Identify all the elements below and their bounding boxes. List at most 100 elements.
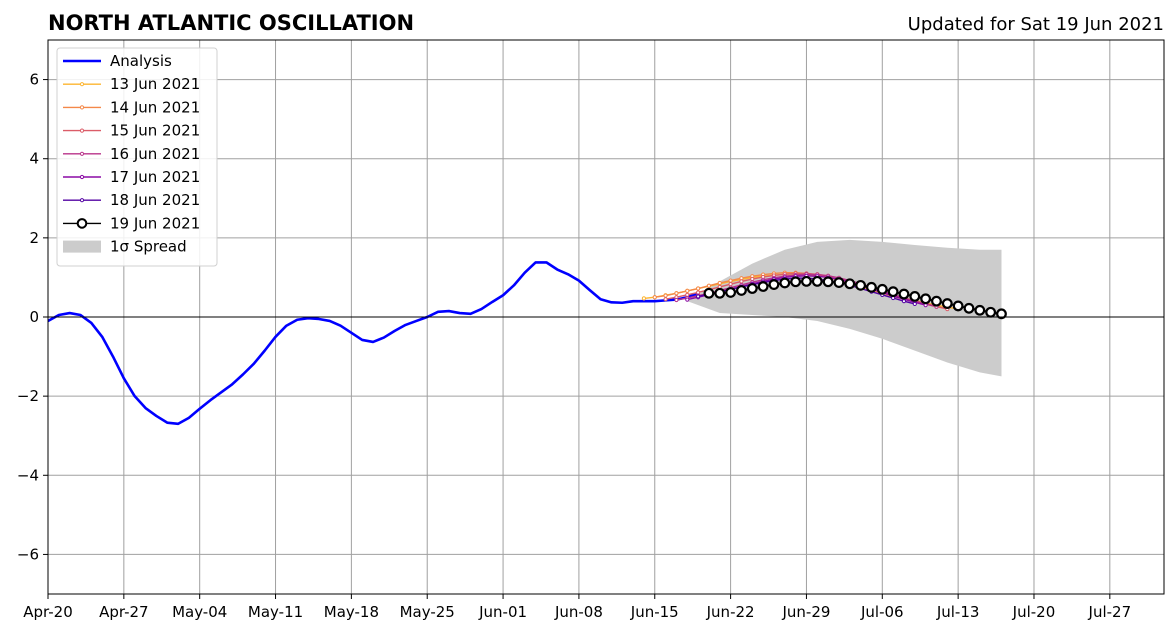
legend-item: 19 Jun 2021 [63, 214, 200, 232]
y-tick-label: 6 [29, 71, 39, 89]
legend-marker [79, 128, 85, 133]
legend-label: 15 Jun 2021 [110, 122, 200, 140]
forecast-point [717, 280, 722, 286]
forecast-point [779, 277, 791, 289]
legend-item: 1σ Spread [63, 238, 187, 256]
y-tick-label: 0 [29, 308, 39, 326]
legend-item: 17 Jun 2021 [63, 168, 200, 186]
legend-label: 13 Jun 2021 [110, 75, 200, 93]
forecast-point [685, 297, 690, 302]
forecast-point [685, 288, 690, 293]
legend-box [56, 47, 218, 267]
y-tick-label: −6 [17, 545, 39, 563]
legend-marker [79, 174, 85, 180]
forecast-point [706, 283, 712, 288]
x-tick-label: May-25 [400, 603, 455, 621]
legend-item: 14 Jun 2021 [63, 98, 200, 116]
legend-marker [79, 82, 85, 87]
legend-label: 1σ Spread [110, 238, 187, 256]
legend-marker [79, 151, 85, 156]
x-tick-label: May-18 [324, 603, 379, 621]
legend-label: 14 Jun 2021 [110, 98, 200, 116]
x-tick-label: Jun-15 [630, 603, 679, 621]
forecast-line [708, 280, 1002, 315]
legend-label: 19 Jun 2021 [110, 214, 200, 232]
forecast-point [739, 279, 744, 284]
forecast-point [855, 279, 867, 291]
x-tick-label: Jul-06 [860, 603, 904, 621]
x-tick-label: Apr-27 [99, 603, 149, 621]
forecast-point [898, 288, 910, 300]
x-tick-label: Jun-01 [478, 603, 527, 621]
y-tick-label: 2 [29, 229, 39, 247]
x-tick-label: Jun-08 [554, 603, 603, 621]
analysis-line [47, 261, 699, 426]
forecast-point [866, 281, 877, 293]
x-tick-label: Jul-13 [936, 603, 980, 621]
x-tick-label: Apr-20 [23, 603, 73, 621]
forecast-series-19-jun-2021 [703, 275, 1007, 320]
forecast-point [663, 293, 668, 298]
forecast-point [833, 277, 845, 288]
forecast-point [725, 287, 737, 298]
forecast-point [728, 282, 733, 287]
legend-label: 18 Jun 2021 [110, 191, 200, 209]
forecast-point [728, 278, 733, 283]
forecast-point [909, 291, 921, 302]
legend-marker [79, 105, 85, 110]
legend-marker [79, 198, 85, 203]
legend-item: 13 Jun 2021 [63, 75, 200, 93]
forecast-point [887, 286, 899, 298]
forecast-point [963, 302, 975, 314]
legend-item: 16 Jun 2021 [63, 145, 200, 163]
x-tick-label: Jun-22 [706, 603, 755, 621]
forecast-point [941, 298, 953, 309]
chart-title: NORTH ATLANTIC OSCILLATION [48, 11, 414, 35]
forecast-point [876, 283, 888, 295]
legend-label: 17 Jun 2021 [110, 168, 200, 186]
forecast-point [746, 283, 758, 294]
x-tick-label: Jul-27 [1088, 603, 1132, 621]
legend-swatch [63, 240, 101, 253]
forecast-point [822, 276, 834, 288]
chart-subtitle: Updated for Sat 19 Jun 2021 [908, 14, 1164, 35]
x-tick-label: May-11 [248, 603, 303, 621]
plot-frame [47, 39, 1165, 595]
forecast-point [790, 276, 802, 288]
legend-marker [76, 218, 88, 229]
y-tick-label: −4 [17, 466, 39, 484]
forecast-point [641, 296, 647, 301]
forecast-point [714, 287, 726, 299]
forecast-point [695, 294, 701, 299]
legend-item: 15 Jun 2021 [63, 122, 200, 140]
forecast-point [844, 278, 856, 290]
forecast-point [663, 297, 668, 302]
forecast-point [996, 308, 1007, 320]
forecast-point [757, 281, 769, 292]
forecast-point [801, 275, 812, 287]
forecast-point [703, 287, 715, 299]
series-layer [47, 261, 1007, 426]
forecast-point [674, 291, 679, 296]
forecast-point [811, 275, 823, 287]
forecast-point [931, 295, 942, 307]
forecast-point [768, 279, 780, 290]
legend-item: 18 Jun 2021 [63, 191, 200, 209]
legend-label: 16 Jun 2021 [110, 145, 200, 163]
forecast-point [974, 304, 986, 316]
forecast-point [652, 295, 657, 300]
y-tick-label: 4 [29, 150, 39, 168]
forecast-point [695, 286, 701, 291]
forecast-point [901, 299, 907, 304]
forecast-point [952, 300, 964, 312]
legend-label: Analysis [110, 52, 172, 70]
forecast-point [920, 293, 932, 305]
forecast-point [985, 306, 997, 318]
y-tick-label: −2 [17, 387, 39, 405]
forecast-point [912, 301, 917, 307]
legend-item: Analysis [63, 52, 172, 70]
forecast-point [736, 285, 747, 296]
x-tick-label: Jul-20 [1012, 603, 1056, 621]
axes-layer: Apr-20 Apr-27 May-04 May-11 May-18 May-25 Jun-… [17, 39, 1165, 621]
